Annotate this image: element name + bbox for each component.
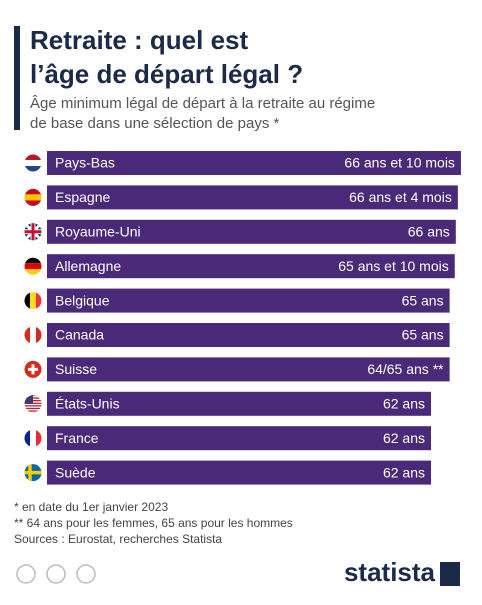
bar xyxy=(47,288,450,313)
value-label: 65 ans xyxy=(402,292,444,308)
bar xyxy=(47,460,432,485)
value-label: 66 ans et 10 mois xyxy=(344,155,455,171)
bars: Pays-Bas 66 ans et 10 mois Espagne 66 ans e… xyxy=(47,151,461,485)
bar xyxy=(47,185,458,210)
footnote: ** 64 ans pour les femmes, 65 ans pour l… xyxy=(14,516,293,530)
flag-stripe xyxy=(36,429,42,447)
flag-stripe xyxy=(24,269,42,275)
flag-stripe xyxy=(24,292,30,310)
flag-stripe xyxy=(24,194,42,201)
flag xyxy=(24,429,42,447)
accent-bar xyxy=(14,26,20,130)
flag-stripe xyxy=(24,166,42,172)
flag-stripe xyxy=(24,160,42,166)
category-label: Espagne xyxy=(55,189,110,205)
brand-logo: statista xyxy=(344,557,436,587)
flag-stripe xyxy=(24,257,42,264)
category-label: Royaume-Uni xyxy=(55,224,141,240)
flag-stripe xyxy=(24,263,42,270)
flag xyxy=(24,464,42,482)
bar xyxy=(47,254,455,279)
flag-stripe xyxy=(36,292,42,310)
chart-title: Retraite : quel est l’âge de départ légal… xyxy=(30,25,303,89)
bar xyxy=(47,391,432,416)
flag-stripe xyxy=(24,326,30,344)
flag xyxy=(24,257,42,275)
value-label: 64/65 ans ** xyxy=(367,361,444,377)
value-label: 62 ans xyxy=(383,464,425,480)
flag-stripe xyxy=(30,292,36,310)
value-label: 66 ans xyxy=(408,224,450,240)
value-label: 65 ans et 10 mois xyxy=(338,258,449,274)
value-label: 62 ans xyxy=(383,396,425,412)
category-label: Belgique xyxy=(55,292,110,308)
footnote: * en date du 1er janvier 2023 xyxy=(14,500,168,514)
bar xyxy=(47,219,456,244)
flag-canton xyxy=(24,395,33,404)
flag-stripe xyxy=(30,429,36,447)
flag-stripe xyxy=(24,154,42,160)
value-label: 66 ans et 4 mois xyxy=(349,189,452,205)
flag-stripe xyxy=(24,410,42,412)
flag xyxy=(24,360,42,378)
bar xyxy=(47,151,461,175)
category-label: Canada xyxy=(55,327,104,343)
footnote: Sources : Eurostat, recherches Statista xyxy=(14,532,222,546)
flag-stripe xyxy=(24,405,42,407)
flag-stripe xyxy=(30,326,36,344)
flags xyxy=(24,154,42,482)
brand-mark xyxy=(440,562,460,586)
flag xyxy=(24,395,42,412)
bar xyxy=(47,357,450,382)
flag xyxy=(24,154,42,172)
value-label: 65 ans xyxy=(402,327,444,343)
flag-stripe xyxy=(36,326,42,344)
chart-subtitle: Âge minimum légal de départ à la retrait… xyxy=(30,95,375,132)
category-label: Suède xyxy=(55,464,96,480)
flag xyxy=(24,292,42,310)
category-label: Allemagne xyxy=(55,258,121,274)
category-label: France xyxy=(55,430,99,446)
bar xyxy=(47,426,432,451)
value-label: 62 ans xyxy=(383,430,425,446)
flag xyxy=(24,188,42,206)
flag xyxy=(24,223,42,241)
bar xyxy=(47,323,450,347)
category-label: Pays-Bas xyxy=(55,155,115,171)
license-icons xyxy=(16,564,96,584)
flag-stripe xyxy=(24,407,42,410)
flag xyxy=(24,326,42,344)
flag-cross xyxy=(24,464,42,482)
flag-stripe xyxy=(24,200,42,206)
category-label: États-Unis xyxy=(55,396,120,412)
category-label: Suisse xyxy=(55,361,97,377)
flag-stripe xyxy=(24,188,42,195)
flag-stripe xyxy=(24,429,30,447)
flag-cross xyxy=(24,223,42,241)
flag-cross xyxy=(28,364,38,375)
